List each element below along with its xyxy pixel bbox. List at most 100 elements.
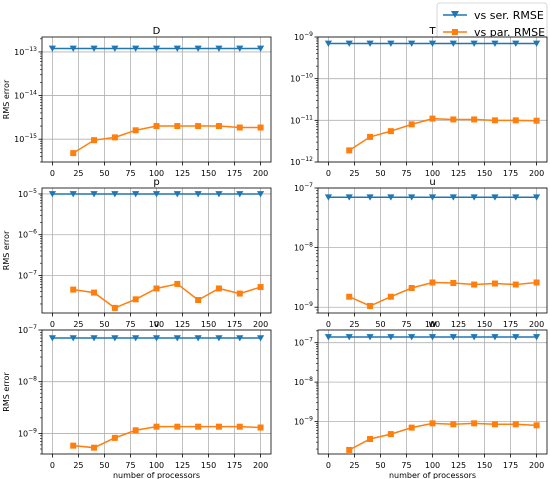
- data-point: [215, 191, 223, 198]
- data-point: [69, 191, 77, 198]
- y-tick-label: 10−5: [18, 188, 37, 199]
- data-point: [173, 191, 181, 198]
- x-tick-label: 150: [477, 169, 492, 178]
- data-point: [215, 123, 222, 130]
- x-tick-label: 100: [149, 169, 164, 178]
- y-tick-label: 10−7: [294, 337, 313, 348]
- data-point: [449, 194, 457, 201]
- data-point: [194, 45, 202, 52]
- data-point: [174, 123, 181, 130]
- x-tick-label: 25: [349, 461, 359, 470]
- data-point: [491, 40, 499, 47]
- data-point: [470, 40, 478, 47]
- y-tick-label: 10−9: [294, 416, 313, 427]
- data-point: [408, 194, 416, 201]
- data-point: [70, 442, 77, 449]
- data-point: [111, 304, 118, 311]
- data-point: [132, 127, 139, 134]
- panel-u: 0 25 50 75 100 125 150 175 200 10−9 10−8 10−7 u: [294, 177, 548, 329]
- panel-title: D: [153, 26, 161, 37]
- data-point: [173, 45, 181, 52]
- data-point: [533, 279, 540, 286]
- x-tick-label: 0: [326, 461, 331, 470]
- legend-par-label: vs par. RMSE: [474, 26, 545, 39]
- data-point: [132, 427, 139, 434]
- data-point: [236, 290, 243, 297]
- panel-title: p: [153, 177, 159, 188]
- x-tick-label: 200: [529, 461, 544, 470]
- data-point: [153, 285, 160, 292]
- y-axis-label: RMS error: [2, 372, 11, 412]
- data-point: [194, 191, 202, 198]
- data-point: [408, 424, 415, 431]
- data-point: [491, 334, 499, 341]
- data-point: [532, 194, 541, 201]
- x-tick-label: 200: [253, 320, 268, 329]
- data-point: [387, 334, 395, 341]
- data-point: [408, 121, 415, 128]
- y-tick-label: 10−12: [290, 156, 313, 167]
- data-point: [366, 40, 374, 47]
- y-tick-label: 10−9: [18, 427, 37, 438]
- data-point: [470, 334, 478, 341]
- x-tick-label: 50: [99, 169, 109, 178]
- panel-w: 0 25 50 75 100 125 150 175 200 10−9 10−8 10−7 w numbe…: [294, 319, 548, 479]
- data-point: [257, 284, 264, 291]
- x-axis-label: number of processors: [389, 471, 476, 479]
- data-point: [428, 194, 437, 201]
- data-point: [132, 45, 140, 52]
- x-tick-label: 200: [529, 169, 544, 178]
- data-point: [236, 335, 244, 342]
- data-point: [91, 444, 98, 451]
- data-point: [215, 423, 222, 430]
- data-point: [215, 285, 222, 292]
- data-point: [132, 296, 139, 303]
- data-point: [345, 194, 353, 201]
- legend-ser-label: vs ser. RMSE: [474, 9, 544, 22]
- x-tick-label: 150: [201, 169, 216, 178]
- data-point: [236, 124, 243, 131]
- data-point: [512, 117, 519, 124]
- x-tick-label: 175: [503, 461, 518, 470]
- data-point: [450, 116, 457, 123]
- data-point: [387, 40, 395, 47]
- data-point: [70, 286, 77, 293]
- data-point: [48, 45, 57, 52]
- axes-frame: [41, 187, 272, 314]
- panel-title: u: [429, 177, 435, 188]
- series-line: [348, 281, 537, 307]
- x-tick-label: 0: [326, 320, 331, 329]
- panel-v: 0 25 50 75 100 125 150 175 200 10−9 10−8 10−7 v RMS e…: [2, 319, 272, 479]
- data-point: [387, 293, 394, 300]
- data-point: [173, 335, 181, 342]
- series-line: [73, 283, 261, 309]
- axes-frame: [317, 36, 548, 163]
- data-point: [195, 423, 202, 430]
- data-point: [174, 423, 181, 430]
- x-tick-label: 175: [227, 169, 242, 178]
- data-point: [533, 422, 540, 429]
- y-axis-label: RMS error: [2, 79, 11, 119]
- x-tick-label: 100: [425, 169, 440, 178]
- data-point: [532, 40, 541, 47]
- data-point: [367, 133, 374, 140]
- panel-T: 0 25 50 75 100 125 150 175 200 10−12 10−11 10−10 10−…: [290, 26, 548, 178]
- data-point: [153, 423, 160, 430]
- x-tick-label: 150: [201, 320, 216, 329]
- data-point: [111, 191, 119, 198]
- data-point: [256, 45, 265, 52]
- data-point: [491, 117, 498, 124]
- data-point: [450, 421, 457, 428]
- data-point: [132, 191, 140, 198]
- x-tick-label: 50: [375, 461, 385, 470]
- data-point: [512, 194, 520, 201]
- x-tick-label: 175: [503, 320, 518, 329]
- data-point: [215, 45, 223, 52]
- data-point: [174, 280, 181, 287]
- x-tick-label: 50: [375, 320, 385, 329]
- legend-par-marker: [452, 29, 458, 35]
- series-line: [72, 125, 261, 154]
- panel-title: T: [428, 26, 436, 37]
- x-axis-label: number of processors: [113, 471, 200, 479]
